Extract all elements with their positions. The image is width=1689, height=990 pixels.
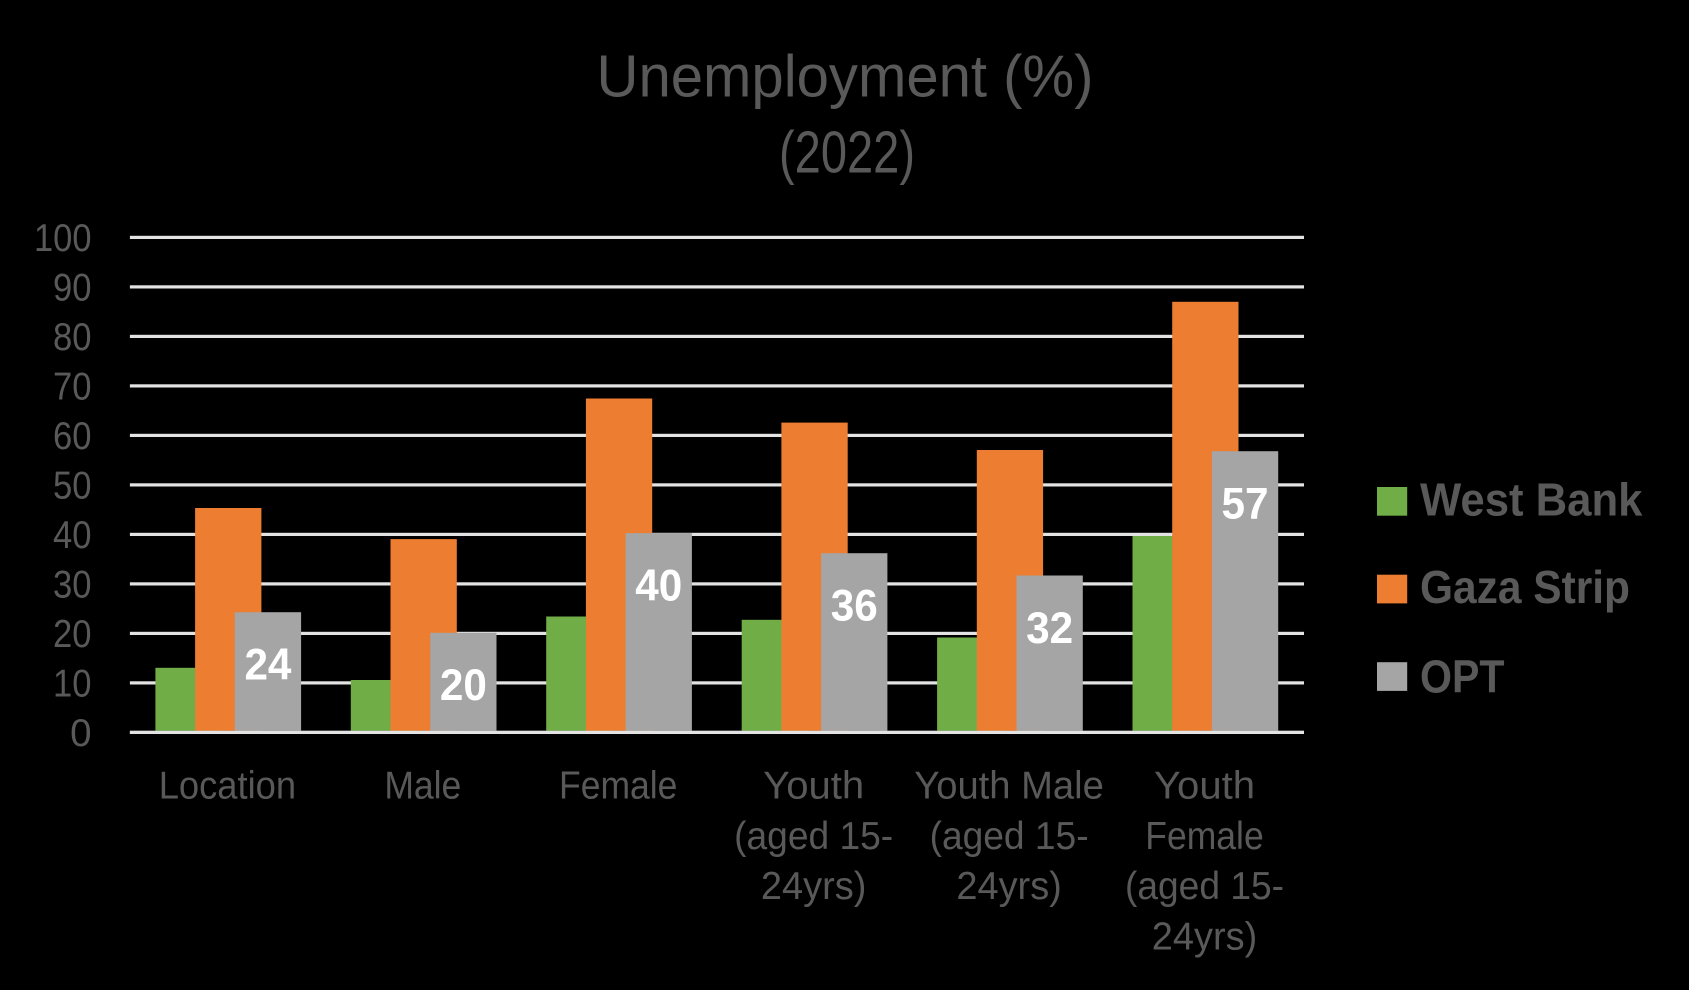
svg-text:100: 100 [34,217,92,260]
svg-text:80: 80 [53,316,92,359]
svg-text:Female: Female [1145,815,1263,858]
svg-text:0: 0 [70,712,91,755]
svg-text:32: 32 [1026,604,1073,653]
svg-text:Youth Male: Youth Male [914,765,1104,808]
svg-text:30: 30 [53,564,92,607]
svg-text:Youth: Youth [763,765,864,808]
svg-text:57: 57 [1222,480,1269,529]
svg-text:Unemployment (%): Unemployment (%) [597,43,1094,109]
svg-text:(aged 15-: (aged 15- [734,815,893,858]
svg-text:60: 60 [53,415,92,458]
svg-text:24yrs): 24yrs) [761,865,867,908]
svg-text:Female: Female [559,765,677,808]
svg-text:70: 70 [53,366,92,409]
svg-text:20: 20 [440,661,487,710]
svg-text:40: 40 [635,562,682,611]
svg-text:Male: Male [384,765,461,808]
svg-text:36: 36 [831,582,878,631]
svg-text:OPT: OPT [1420,650,1505,702]
svg-text:Gaza Strip: Gaza Strip [1420,561,1630,613]
svg-text:24: 24 [244,641,291,690]
svg-text:90: 90 [53,267,92,310]
svg-text:40: 40 [53,514,92,557]
svg-text:(aged 15-: (aged 15- [1125,865,1284,908]
svg-text:10: 10 [53,663,92,706]
svg-text:(2022): (2022) [779,120,915,186]
svg-text:(aged 15-: (aged 15- [930,815,1089,858]
svg-text:West Bank: West Bank [1420,474,1643,526]
svg-text:24yrs): 24yrs) [1152,915,1258,958]
svg-text:50: 50 [53,465,92,508]
svg-text:20: 20 [53,613,92,656]
svg-text:Youth: Youth [1154,765,1255,808]
svg-text:Location: Location [159,765,296,808]
svg-text:24yrs): 24yrs) [956,865,1062,908]
